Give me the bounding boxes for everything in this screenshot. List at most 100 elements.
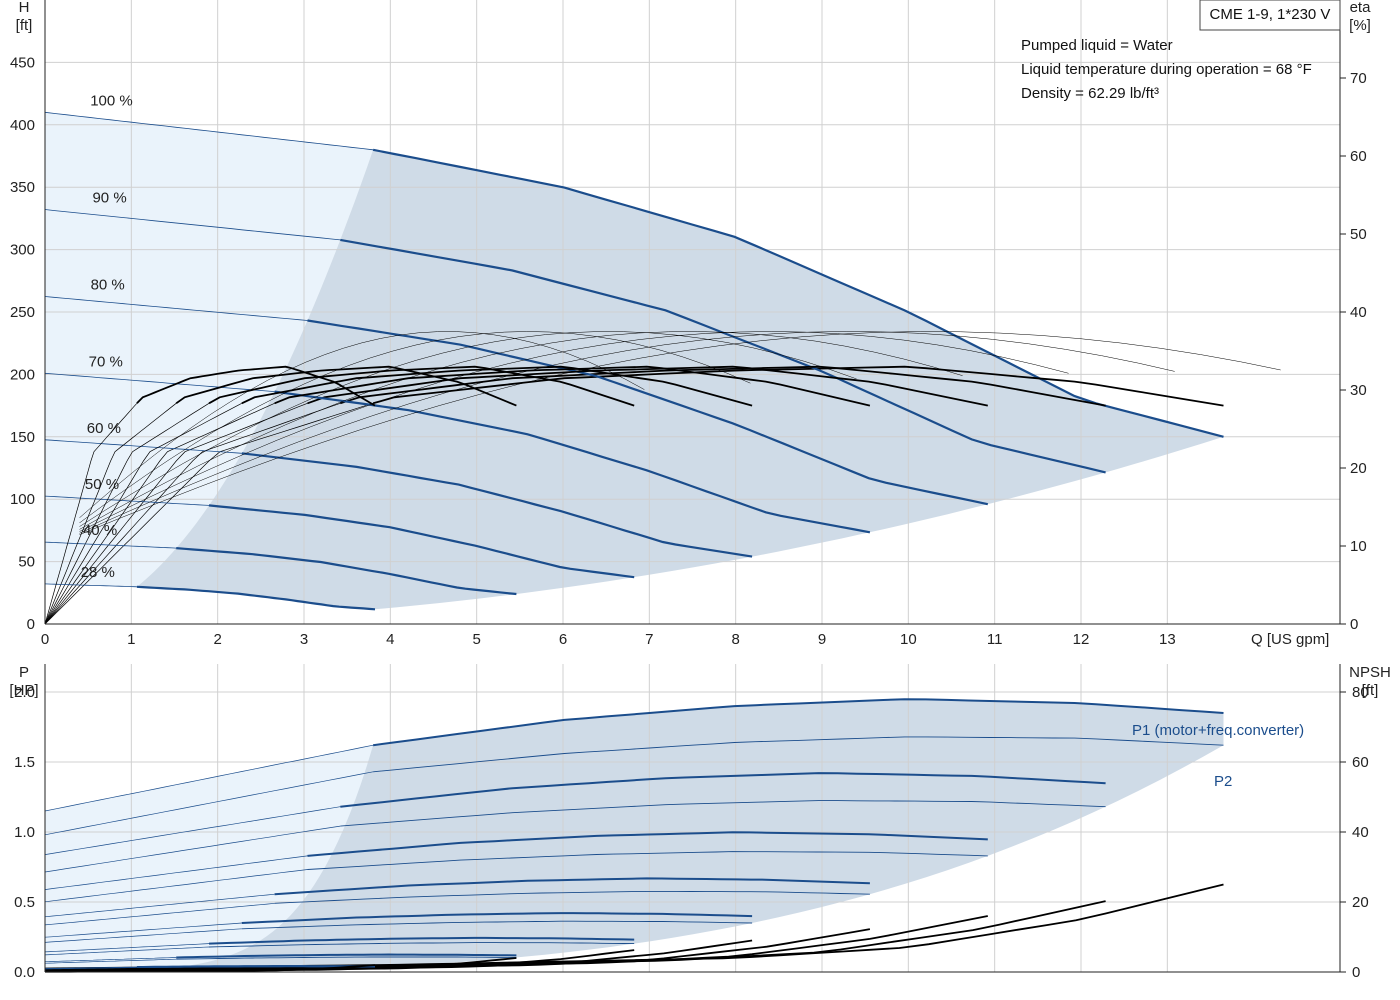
legend-p1: P1 (motor+freq.converter) (1132, 722, 1304, 739)
power-p2-curve (208, 942, 635, 948)
legend-p2: P2 (1214, 773, 1232, 790)
power-p2-curve-extended (44, 869, 308, 903)
power-p1-curve-extended (44, 855, 308, 890)
x-tick-label: 2 (213, 631, 221, 648)
efficiency-curve (136, 365, 376, 407)
power-p2-curve-extended (44, 825, 341, 873)
curves (44, 698, 1224, 973)
power-p2-curve-extended (44, 946, 210, 956)
axes: 0.0 0.5 1.0 1.5 2.0 0 20 40 60 80 (14, 664, 1369, 981)
speed-label: 50 % (85, 476, 119, 493)
power-p2-curve-extended (44, 967, 137, 970)
extended-area (45, 112, 374, 587)
operating-area (45, 699, 1224, 972)
power-p2-curve (373, 736, 1224, 773)
power-p2-curve (274, 890, 870, 904)
efficiency-curve-extended (44, 402, 275, 625)
efficiency-envelope (79, 331, 1175, 534)
head-curve-extended (44, 583, 137, 588)
left-tick-label: 1.5 (14, 754, 35, 771)
right-tick-label: 70 (1350, 70, 1367, 87)
right-tick-label: 0 (1352, 964, 1360, 981)
power-p2-curve (307, 851, 988, 870)
power-p2-curve (176, 956, 517, 960)
left-tick-label: 2.0 (14, 684, 35, 701)
power-p2-curve (136, 966, 375, 969)
efficiency-curve (372, 365, 1224, 407)
right-tick-label: 10 (1350, 538, 1367, 555)
x-tick-label: 9 (818, 631, 826, 648)
head-curve-extended (44, 296, 308, 321)
efficiency-envelope (79, 331, 963, 530)
right-tick-label: 50 (1350, 226, 1367, 243)
top-right-axis-unit: [%] (1349, 17, 1371, 34)
power-p2-curve-extended (44, 958, 177, 964)
power-p2-curve (241, 920, 753, 930)
x-tick-label: 7 (645, 631, 653, 648)
head-curve-extended (44, 111, 374, 151)
axes: 0 1 2 3 4 5 6 7 8 9 10 11 12 130501001502002503003504… (10, 0, 1367, 648)
power-p1-curve-extended (44, 893, 275, 918)
efficiency-curve-extended (44, 402, 242, 625)
power-p2-curve (340, 800, 1106, 827)
x-tick-label: 10 (900, 631, 917, 648)
speed-label: 90 % (92, 190, 126, 207)
head-curve-extended (44, 541, 177, 549)
power-p2-curve-extended (44, 771, 374, 836)
left-tick-label: 50 (18, 554, 35, 571)
speed-label: 80 % (91, 277, 125, 294)
info-line: Density = 62.29 lb/ft³ (1021, 85, 1159, 102)
operating-area (45, 112, 1224, 610)
efficiency-curve-extended (44, 403, 138, 625)
head-curve-extended (44, 495, 210, 506)
right-tick-label: 60 (1350, 148, 1367, 165)
head-curve (208, 504, 635, 579)
info-line: Pumped liquid = Water (1021, 37, 1173, 54)
efficiency-curve-extended (44, 402, 341, 625)
power-p1-curve (340, 772, 1106, 808)
power-p1-curve-extended (44, 943, 210, 953)
x-tick-label: 3 (300, 631, 308, 648)
left-tick-label: 0.5 (14, 894, 35, 911)
power-npsh-chart: 0.0 0.5 1.0 1.5 2.0 0 20 40 60 80 (14, 664, 1369, 981)
left-tick-label: 100 (10, 491, 35, 508)
right-tick-label: 80 (1352, 684, 1369, 701)
efficiency-envelope (79, 331, 857, 527)
power-p1-curve (208, 936, 635, 945)
speed-label: 60 % (87, 420, 121, 437)
power-p1-curve (307, 831, 988, 857)
head-curve (241, 452, 753, 558)
efficiency-curve (274, 365, 871, 407)
top-left-axis-label: H (19, 0, 30, 16)
title-box (1199, 0, 1341, 31)
head-curve (176, 547, 517, 596)
power-p2-curve-extended (44, 928, 242, 943)
curves: 100 % 90 % 80 % 70 % 60 % 50 % 40 % 28 % (44, 92, 1281, 625)
head-curve (372, 148, 1224, 438)
speed-label: 28 % (81, 564, 115, 581)
efficiency-envelope (79, 331, 751, 524)
power-p1-curve-extended (44, 957, 177, 963)
left-tick-label: 350 (10, 179, 35, 196)
head-curve-extended (44, 372, 275, 392)
x-tick-label: 4 (386, 631, 394, 648)
top-right-axis-label: eta (1350, 0, 1372, 16)
power-p1-curve-extended (44, 744, 374, 812)
left-tick-label: 250 (10, 304, 35, 321)
efficiency-envelope (79, 331, 1069, 532)
speed-label: 100 % (90, 92, 133, 109)
x-axis-label: Q [US gpm] (1251, 631, 1329, 648)
bottom-left-axis-unit: [HP] (9, 682, 38, 699)
power-p1-curve (274, 877, 870, 896)
left-tick-label: 1.0 (14, 824, 35, 841)
left-tick-label: 450 (10, 54, 35, 71)
top-left-axis-unit: [ft] (16, 17, 33, 34)
speed-label: 40 % (83, 522, 117, 539)
left-tick-label: 300 (10, 242, 35, 259)
efficiency-curve (307, 365, 988, 407)
left-tick-label: 0.0 (14, 964, 35, 981)
power-p1-curve (372, 698, 1224, 747)
extended-area (45, 745, 374, 972)
